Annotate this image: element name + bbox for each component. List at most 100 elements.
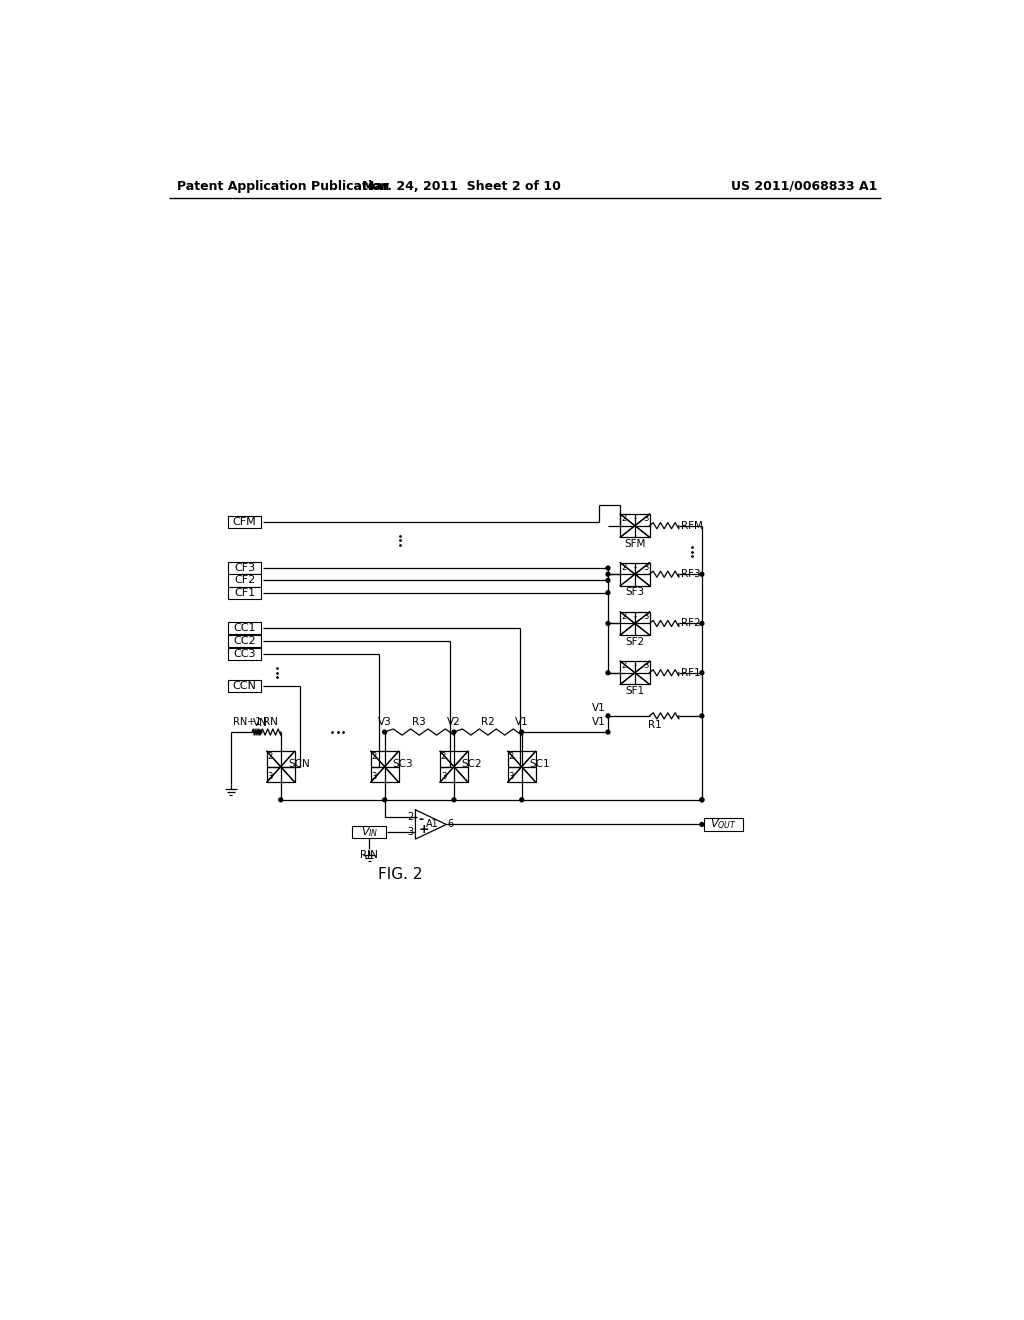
Text: V3: V3 [378,718,391,727]
Bar [267,751,295,781]
Text: RFM: RFM [681,520,703,531]
Text: CC1: CC1 [233,623,256,634]
Bar [621,612,649,635]
Text: CC2: CC2 [233,636,256,647]
Text: US 2011/0068833 A1: US 2011/0068833 A1 [731,180,878,193]
Circle shape [700,822,703,826]
Text: 3: 3 [408,826,414,837]
Circle shape [606,714,610,718]
Circle shape [700,671,703,675]
Text: RF3: RF3 [681,569,700,579]
Text: 2: 2 [408,812,414,822]
Text: CF3: CF3 [233,564,255,573]
Circle shape [700,797,703,801]
Circle shape [520,730,523,734]
Bar [705,818,742,830]
Text: 2: 2 [621,562,627,572]
Text: SF3: SF3 [626,587,644,597]
Bar [227,586,261,599]
Circle shape [606,566,610,570]
Text: -: - [634,661,636,671]
Bar [371,751,398,781]
Text: $V_{OUT}$: $V_{OUT}$ [710,817,737,832]
Text: 2: 2 [372,752,377,762]
Circle shape [520,797,523,801]
Text: SCN: SCN [289,759,310,770]
Text: 2: 2 [621,515,627,523]
Text: Patent Application Publication: Patent Application Publication [177,180,389,193]
Text: 2: 2 [267,752,272,762]
Circle shape [700,573,703,576]
Bar [227,562,261,574]
Circle shape [606,573,610,576]
Text: R2: R2 [481,718,495,727]
Text: +: + [419,822,429,836]
Circle shape [452,797,456,801]
Text: FIG. 2: FIG. 2 [378,867,422,882]
Text: RN+1: RN+1 [233,718,261,727]
Text: A1: A1 [426,820,438,829]
Text: 2: 2 [621,661,627,671]
Text: SF2: SF2 [626,636,644,647]
Text: RIN: RIN [360,850,378,861]
Text: Mar. 24, 2011  Sheet 2 of 10: Mar. 24, 2011 Sheet 2 of 10 [362,180,561,193]
Text: 3: 3 [372,772,377,781]
Text: CFM: CFM [232,517,256,527]
Bar [227,680,261,692]
Text: 6: 6 [447,820,454,829]
Bar [621,562,649,586]
Text: CF2: CF2 [233,576,255,585]
Text: SFM: SFM [625,539,645,549]
Circle shape [700,797,703,801]
Circle shape [452,730,456,734]
Bar [227,622,261,635]
Text: 3: 3 [643,612,649,620]
Text: V1: V1 [515,718,528,727]
Text: 2: 2 [509,752,514,762]
Text: RF2: RF2 [681,619,700,628]
Text: CF1: CF1 [233,587,255,598]
Text: SF1: SF1 [626,686,644,696]
Text: SC3: SC3 [392,759,413,770]
Text: RF1: RF1 [681,668,700,677]
Text: 3: 3 [267,772,273,781]
Bar [508,751,536,781]
Bar [621,661,649,684]
Text: 3: 3 [643,661,649,671]
Circle shape [700,714,703,718]
Text: -: - [419,813,424,826]
Text: CCN: CCN [232,681,256,690]
Text: 2: 2 [621,612,627,620]
Circle shape [383,730,387,734]
Bar [227,516,261,528]
Text: 3: 3 [643,562,649,572]
Text: -: - [634,515,636,523]
Bar [227,574,261,586]
Bar [227,635,261,647]
Text: 3: 3 [643,515,649,523]
Circle shape [606,622,610,626]
Text: R3: R3 [413,718,426,727]
Text: 3: 3 [441,772,446,781]
Text: V1: V1 [592,718,605,727]
Circle shape [606,671,610,675]
Text: $V_{IN}$: $V_{IN}$ [360,825,378,838]
Text: RN: RN [263,718,278,727]
Bar [440,751,468,781]
Text: R1: R1 [648,721,662,730]
Bar [352,825,386,838]
Text: CC3: CC3 [233,649,256,659]
Circle shape [279,797,283,801]
Text: 2: 2 [441,752,446,762]
Text: V2: V2 [447,718,461,727]
Text: 3: 3 [509,772,514,781]
Circle shape [700,622,703,626]
Text: SC2: SC2 [462,759,482,770]
Bar [227,648,261,660]
Text: V1: V1 [592,702,605,713]
Text: VN: VN [253,718,267,729]
Circle shape [606,591,610,594]
Circle shape [258,730,262,734]
Text: -: - [634,612,636,620]
Circle shape [606,730,610,734]
